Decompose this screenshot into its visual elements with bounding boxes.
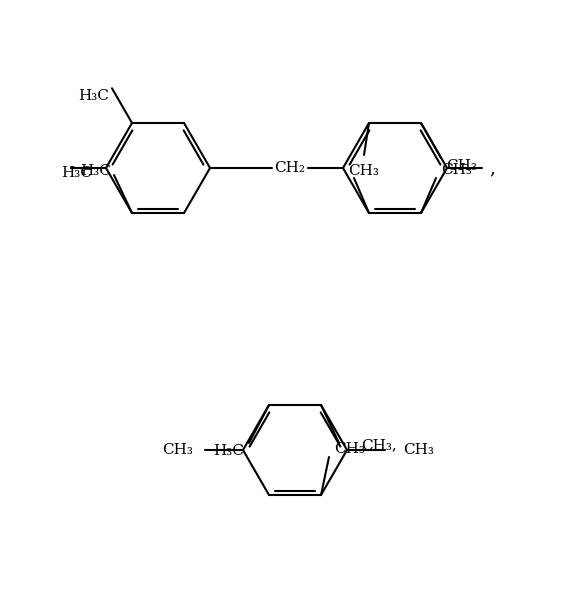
Text: H₃C: H₃C [214,444,244,458]
Text: CH₃: CH₃ [441,163,472,177]
Text: CH₃: CH₃ [446,159,477,173]
Text: CH₃: CH₃ [403,443,434,457]
Text: H₃C: H₃C [61,166,92,180]
Text: CH₃: CH₃ [162,443,193,457]
Text: H₃C: H₃C [79,89,110,103]
Text: H₃C: H₃C [81,164,111,178]
Text: CH₃: CH₃ [348,164,380,178]
Text: CH₃: CH₃ [334,442,365,456]
Text: CH₃,: CH₃, [361,438,397,452]
Text: ,: , [489,159,494,177]
Text: CH₂: CH₂ [275,161,305,175]
